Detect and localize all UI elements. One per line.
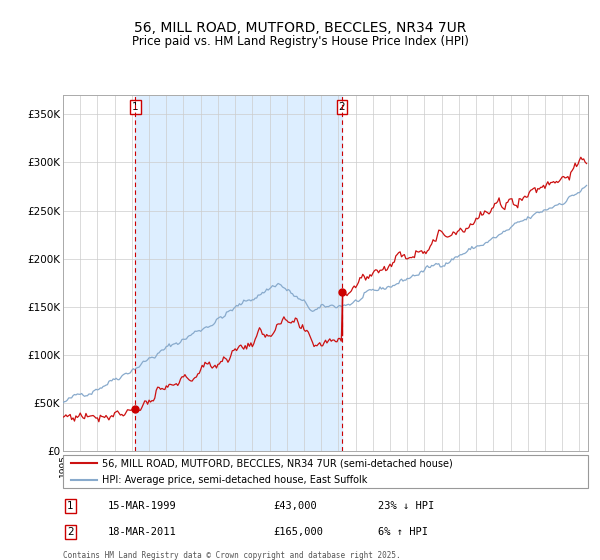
Text: 15-MAR-1999: 15-MAR-1999 [107,501,176,511]
Text: 56, MILL ROAD, MUTFORD, BECCLES, NR34 7UR (semi-detached house): 56, MILL ROAD, MUTFORD, BECCLES, NR34 7U… [103,458,453,468]
Text: 2: 2 [339,102,346,113]
Text: Price paid vs. HM Land Registry's House Price Index (HPI): Price paid vs. HM Land Registry's House … [131,35,469,48]
Text: 18-MAR-2011: 18-MAR-2011 [107,527,176,537]
Text: HPI: Average price, semi-detached house, East Suffolk: HPI: Average price, semi-detached house,… [103,475,368,485]
Text: 1: 1 [67,501,74,511]
Text: 1: 1 [132,102,139,113]
Text: 2: 2 [67,527,74,537]
FancyBboxPatch shape [63,455,588,488]
Text: 56, MILL ROAD, MUTFORD, BECCLES, NR34 7UR: 56, MILL ROAD, MUTFORD, BECCLES, NR34 7U… [134,21,466,35]
Text: £43,000: £43,000 [273,501,317,511]
Text: £165,000: £165,000 [273,527,323,537]
Text: Contains HM Land Registry data © Crown copyright and database right 2025.
This d: Contains HM Land Registry data © Crown c… [63,551,401,560]
Text: 23% ↓ HPI: 23% ↓ HPI [378,501,434,511]
Bar [136,95,342,451]
Text: 6% ↑ HPI: 6% ↑ HPI [378,527,428,537]
